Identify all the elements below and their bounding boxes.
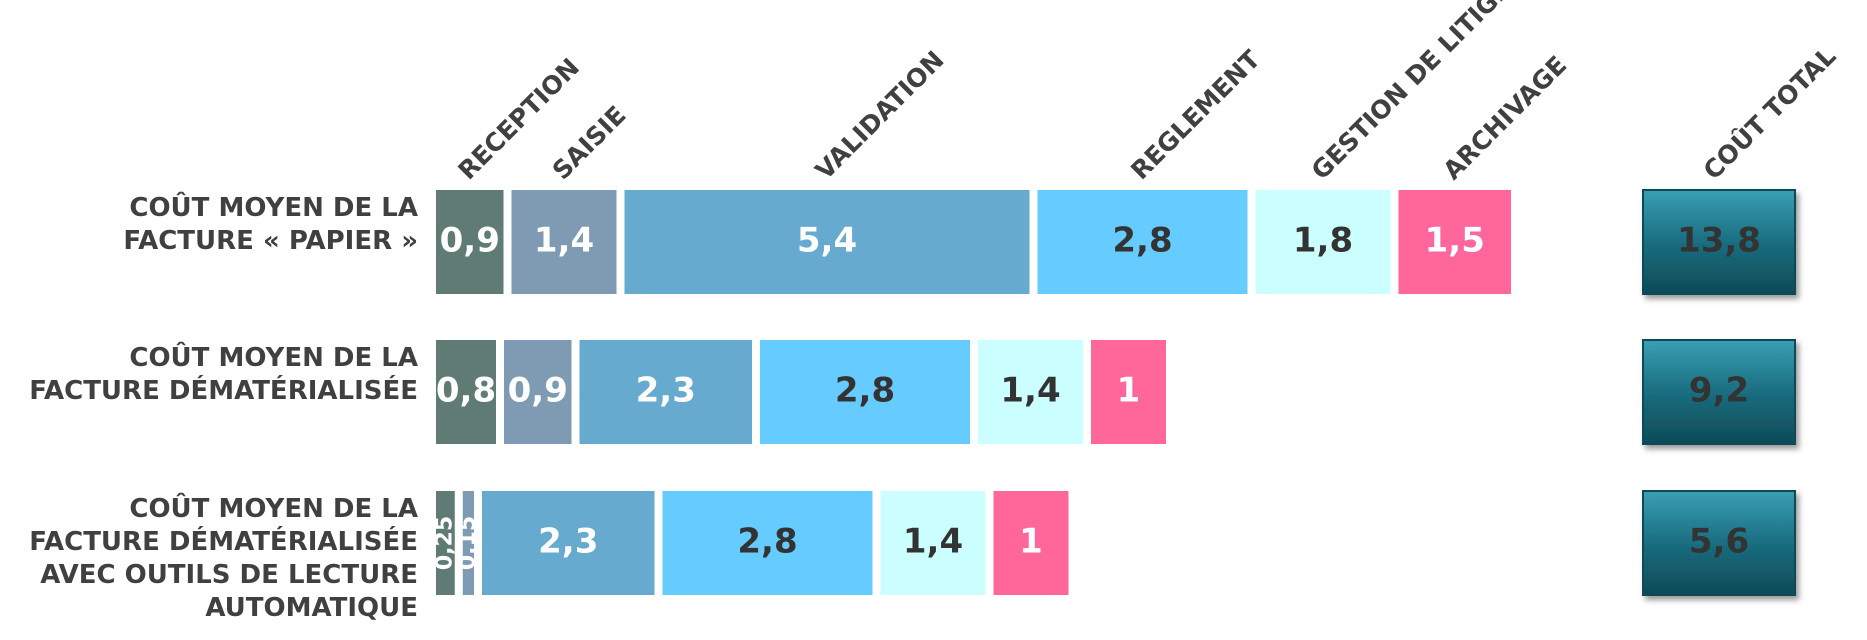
value-label: 2,8	[1112, 221, 1172, 261]
series-label: GESTION DE LITIGES	[1306, 0, 1529, 185]
value-label: 0,9	[440, 221, 500, 261]
value-label: 2,8	[835, 371, 895, 411]
value-label: 1	[1019, 522, 1043, 562]
bar-segment	[462, 491, 474, 595]
series-label: REGLEMENT	[1125, 45, 1266, 186]
value-label: 2,8	[737, 522, 797, 562]
bar-segment	[624, 190, 1030, 294]
series-label: VALIDATION	[810, 45, 950, 185]
value-label: 0,8	[436, 371, 496, 411]
bar-segment	[579, 340, 752, 444]
bar-segment	[436, 190, 504, 294]
value-label: 5,4	[797, 221, 857, 261]
bar-segment	[978, 340, 1083, 444]
value-label: 2,3	[636, 371, 696, 411]
bar-segment	[1398, 190, 1511, 294]
bar-segment	[436, 491, 455, 595]
series-label: SAISIE	[547, 100, 632, 185]
value-label: 0,9	[508, 371, 568, 411]
bar-segment	[504, 340, 572, 444]
series-label: ARCHIVAGE	[1437, 50, 1572, 185]
bar-segment	[880, 491, 986, 595]
total-box	[1642, 339, 1796, 445]
total-header: COÛT TOTAL	[1697, 41, 1842, 186]
value-label: 0,25	[432, 516, 457, 570]
total-box	[1642, 189, 1796, 295]
total-label: 9,2	[1689, 371, 1749, 411]
bar-segment	[436, 340, 496, 444]
bar-segment	[993, 491, 1069, 595]
bar-segment	[1037, 190, 1248, 294]
value-label: 1,4	[534, 221, 594, 261]
bar-segment	[482, 491, 655, 595]
value-label: 2,3	[538, 522, 598, 562]
row-label: COÛT MOYEN DE LA FACTURE DÉMATÉRIALISÉE …	[29, 494, 418, 623]
bar-segment	[511, 190, 617, 294]
value-label: 1	[1117, 371, 1141, 411]
bar-segment	[1255, 190, 1391, 294]
value-label: 1,4	[903, 522, 963, 562]
total-label: 5,6	[1689, 522, 1749, 562]
value-label: 0,15	[455, 516, 480, 570]
total-box	[1642, 490, 1796, 596]
value-label: 1,5	[1425, 221, 1485, 261]
value-label: 1,8	[1293, 221, 1353, 261]
value-label: 1,4	[1000, 371, 1060, 411]
row-label: COÛT MOYEN DE LA FACTURE DÉMATÉRIALISÉE	[29, 343, 418, 406]
bar-segment	[760, 340, 970, 444]
bar-segment	[662, 491, 873, 595]
total-label: 13,8	[1677, 221, 1761, 261]
bar-segment	[1091, 340, 1166, 444]
row-label: COÛT MOYEN DE LA FACTURE « PAPIER »	[123, 193, 418, 256]
